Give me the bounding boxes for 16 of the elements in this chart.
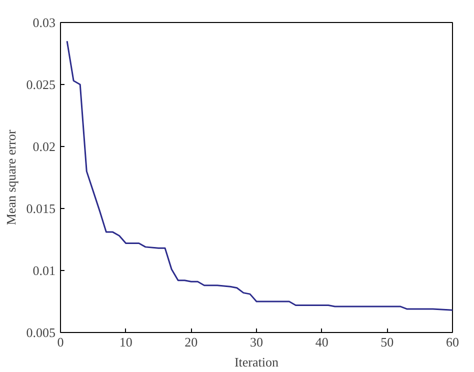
y-tick-label: 0.025 (26, 77, 56, 92)
x-tick-label: 40 (315, 334, 328, 350)
y-axis-title: Mean square error (3, 129, 18, 226)
x-tick-label: 30 (250, 334, 263, 350)
y-tick-label: 0.01 (32, 263, 56, 278)
y-tick-label: 0.03 (32, 15, 56, 30)
x-tick-label: 60 (446, 334, 459, 350)
x-axis-title: Iteration (234, 354, 280, 370)
y-tick-label: 0.02 (32, 139, 56, 154)
x-tick-label: 20 (184, 334, 198, 350)
x-tick-label: 50 (380, 334, 394, 350)
y-tick-label: 0.015 (26, 201, 56, 216)
x-tick-label: 0 (57, 334, 64, 350)
line-series (66, 40, 452, 311)
y-tick-label: 0.005 (26, 325, 56, 340)
x-tick-label: 10 (119, 334, 132, 350)
